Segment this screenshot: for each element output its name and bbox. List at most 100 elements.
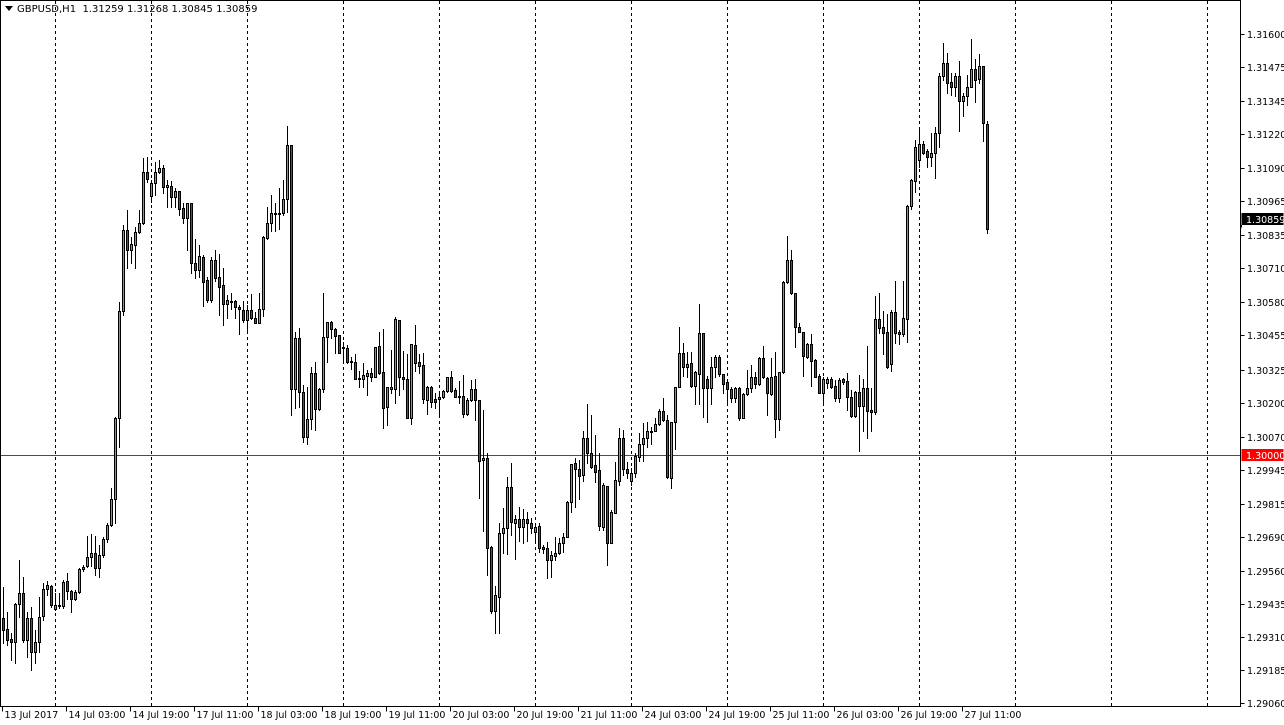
candle <box>378 332 381 375</box>
candle-body-bullish <box>942 63 945 77</box>
candle <box>6 612 9 646</box>
candle <box>778 372 781 431</box>
candle <box>2 587 5 644</box>
candle-body-bullish <box>694 372 697 387</box>
candle <box>934 127 937 179</box>
candle <box>246 305 249 331</box>
low-value: 1.30845 <box>171 4 213 15</box>
candle <box>98 545 101 578</box>
candle <box>606 486 609 566</box>
candle <box>762 346 765 379</box>
price-tick-label: 1.30835 <box>1247 231 1284 242</box>
candle <box>166 180 169 208</box>
candle-body-bearish <box>486 458 489 549</box>
candle <box>742 393 745 419</box>
triangle-down-icon[interactable] <box>5 6 13 11</box>
candle <box>634 453 637 478</box>
candle-body-bearish <box>578 469 581 477</box>
candle-body-bearish <box>30 618 33 653</box>
candle <box>358 371 361 388</box>
candle <box>922 141 925 155</box>
candle <box>30 607 33 671</box>
candle <box>654 418 657 432</box>
candle-body-bullish <box>110 499 113 526</box>
candle <box>974 59 977 103</box>
candle-body-bearish <box>22 593 25 641</box>
candle <box>810 334 813 387</box>
candle-body-bearish <box>302 392 305 438</box>
time-axis[interactable]: 13 Jul 2017 14 Jul 03:00 14 Jul 19:00 17 Ju… <box>2 706 1022 722</box>
candle-body-bullish <box>602 485 605 528</box>
candle <box>682 343 685 377</box>
candle-body-bearish <box>650 431 653 433</box>
candle <box>574 458 577 508</box>
candle-body-bullish <box>806 344 809 358</box>
candle-body-bullish <box>934 133 937 154</box>
candle-body-bearish <box>370 373 373 378</box>
candle-body-bearish <box>878 319 881 329</box>
candle <box>414 325 417 372</box>
price-tick-label: 1.29060 <box>1247 699 1284 710</box>
candle <box>382 329 385 429</box>
candle <box>854 391 857 418</box>
candle-body-bullish <box>674 387 677 423</box>
candle <box>590 415 593 469</box>
time-tick-label: 20 Jul 03:00 <box>453 710 510 721</box>
candle <box>362 363 365 388</box>
price-tick-label: 1.31220 <box>1247 130 1284 141</box>
candle <box>522 509 525 544</box>
candle <box>506 477 509 555</box>
candle-body-bearish <box>882 327 885 334</box>
chart-frame <box>0 0 1241 707</box>
candle-body-bullish <box>686 364 689 368</box>
candle-body-bullish <box>902 318 905 335</box>
candle-body-bullish <box>158 168 161 173</box>
candle-body-bullish <box>174 191 177 198</box>
candle-body-bearish <box>666 420 669 478</box>
candle-body-bearish <box>214 260 217 279</box>
candle-body-bearish <box>814 360 817 378</box>
candle <box>498 523 501 634</box>
candle <box>254 312 257 324</box>
candle <box>154 162 157 196</box>
candle <box>746 370 749 396</box>
candle-body-bearish <box>886 332 889 368</box>
candle-body-bearish <box>774 376 777 420</box>
candle <box>502 508 505 554</box>
candle <box>886 314 889 369</box>
candle <box>646 422 649 448</box>
candle <box>938 73 941 148</box>
candle-body-bearish <box>402 377 405 380</box>
candle <box>450 371 453 393</box>
price-tick-label: 1.29560 <box>1247 567 1284 578</box>
candle <box>570 464 573 513</box>
candle-body-bearish <box>334 329 337 337</box>
candle <box>202 255 205 307</box>
candle-body-bearish <box>850 397 853 417</box>
candle-body-bullish <box>642 438 645 445</box>
candle <box>78 568 81 594</box>
candle <box>214 250 217 282</box>
candle-body-bearish <box>834 386 837 399</box>
candle-body-bearish <box>842 379 845 383</box>
candles <box>2 39 989 671</box>
candle-body-bearish <box>794 293 797 328</box>
price-axis[interactable]: 1.31600 1.31475 1.31345 1.31220 1.31090 1.309… <box>1240 30 1284 710</box>
candle-body-bullish <box>310 373 313 420</box>
candle-body-bearish <box>182 208 185 219</box>
candle <box>106 523 109 543</box>
candle-body-bullish <box>630 473 633 482</box>
candle <box>842 378 845 385</box>
candle-body-bearish <box>290 145 293 390</box>
candle-body-bearish <box>510 487 513 523</box>
price-tick-label: 1.29815 <box>1247 500 1284 511</box>
candle-body-bullish <box>210 260 213 301</box>
candle <box>630 468 633 486</box>
candle <box>438 393 441 416</box>
candle <box>826 377 829 389</box>
price-tick-label: 1.30580 <box>1247 298 1284 309</box>
candle <box>66 573 69 600</box>
time-tick-label: 14 Jul 03:00 <box>69 710 126 721</box>
